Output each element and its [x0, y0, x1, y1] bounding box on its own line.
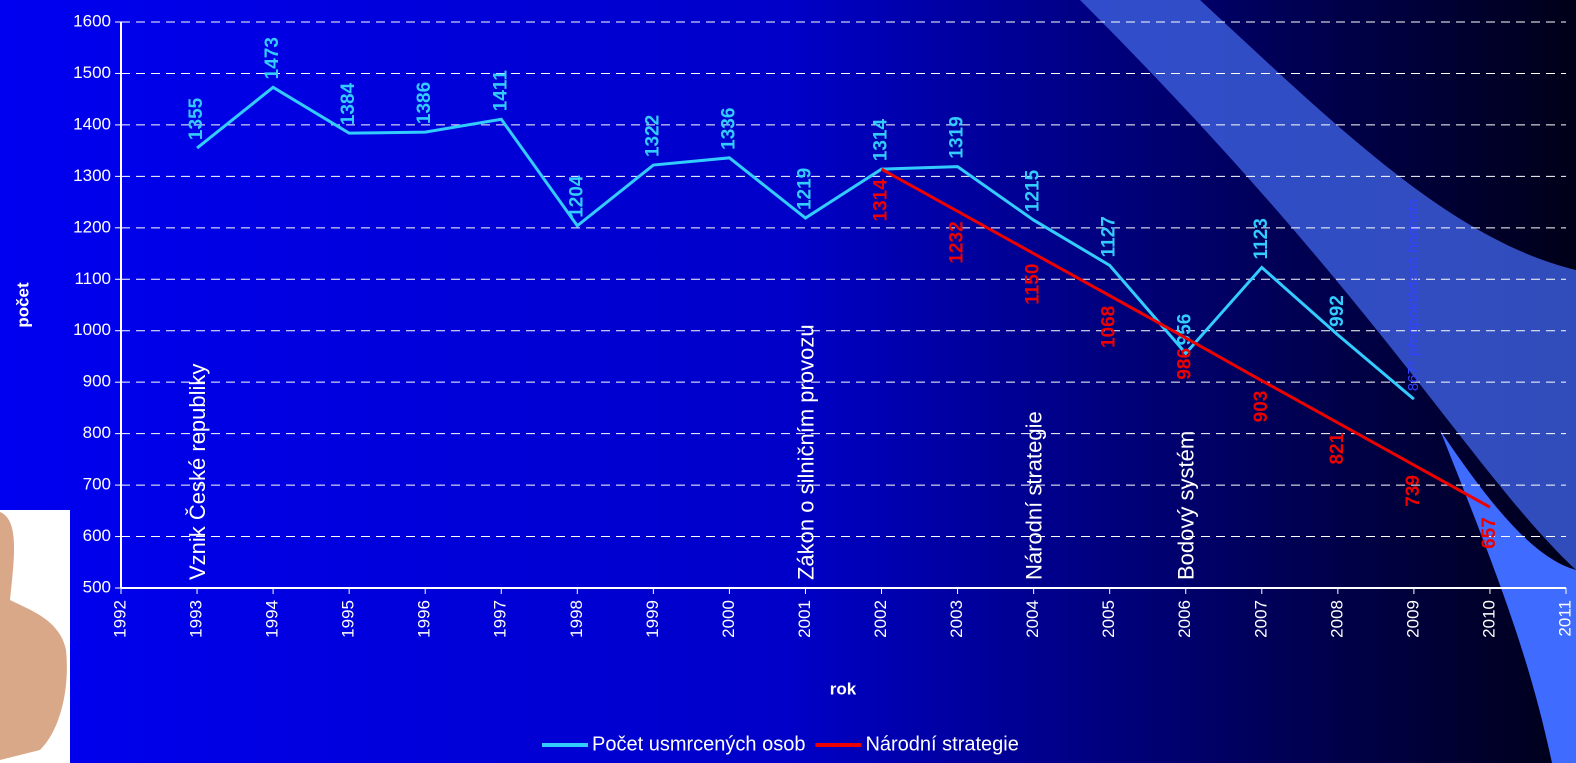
- data-label: 992: [1327, 295, 1348, 327]
- data-label: 1219: [794, 168, 815, 210]
- y-tick-label: 1200: [73, 217, 111, 236]
- x-tick-label: 2008: [1327, 600, 1346, 638]
- data-label: 1150: [1023, 264, 1044, 305]
- x-tick-label: 2002: [871, 600, 890, 638]
- data-label: 1322: [642, 115, 663, 157]
- x-tick-label: 1998: [567, 600, 586, 638]
- x-tick-label: 2005: [1099, 600, 1118, 638]
- x-tick-label: 2000: [719, 600, 738, 638]
- data-label: 821: [1327, 432, 1348, 464]
- y-tick-label: 1400: [73, 114, 111, 133]
- annotation: Národní strategie: [1021, 411, 1046, 580]
- data-label: 1355: [186, 97, 207, 140]
- data-label: 739: [1403, 475, 1424, 507]
- y-tick-label: 1000: [73, 320, 111, 339]
- x-tick-label: 1992: [110, 600, 129, 638]
- data-label: 1411: [490, 70, 511, 112]
- photo: [0, 510, 70, 763]
- x-tick-label: 2001: [795, 600, 814, 638]
- data-label: 1204: [566, 175, 587, 218]
- x-tick-label: 2010: [1479, 600, 1498, 638]
- x-tick-label: 1999: [643, 600, 662, 638]
- annotation: Bodový systém: [1174, 431, 1199, 580]
- data-label: 1386: [414, 82, 435, 124]
- data-label: 1336: [718, 108, 739, 150]
- legend-label: Počet usmrcených osob: [592, 733, 805, 755]
- x-tick-label: 1995: [339, 600, 358, 638]
- y-tick-label: 900: [83, 372, 111, 391]
- y-tick-label: 1100: [74, 269, 111, 288]
- data-label: 657: [1479, 517, 1500, 549]
- x-axis-label: rok: [830, 679, 857, 698]
- data-label: 1127: [1099, 216, 1120, 257]
- data-label: 1314: [871, 179, 892, 222]
- x-tick-label: 2003: [947, 600, 966, 638]
- x-tick-label: 2007: [1251, 600, 1270, 638]
- y-tick-label: 700: [83, 475, 111, 494]
- x-tick-label: 1994: [263, 600, 282, 638]
- data-label: 986: [1175, 348, 1196, 380]
- y-axis-label: počet: [13, 282, 32, 328]
- y-tick-label: 600: [83, 526, 111, 545]
- x-tick-label: 1993: [187, 600, 206, 638]
- x-tick-label: 2006: [1175, 600, 1194, 638]
- y-tick-label: 500: [83, 577, 111, 596]
- y-tick-label: 1300: [73, 166, 111, 185]
- background: [0, 0, 1576, 763]
- data-label: 1232: [947, 221, 968, 263]
- y-tick-label: 800: [83, 423, 111, 442]
- data-label: 1319: [947, 116, 968, 158]
- data-label: 1068: [1099, 306, 1120, 348]
- y-tick-label: 1600: [73, 11, 111, 30]
- x-tick-label: 1996: [415, 600, 434, 638]
- x-tick-label: 2009: [1403, 600, 1422, 638]
- x-tick-label: 2011: [1555, 600, 1574, 637]
- y-tick-label: 1500: [73, 63, 111, 82]
- data-label: 867* předpokládaná hodnota: [1405, 198, 1422, 391]
- data-label: 1314: [871, 118, 892, 161]
- annotation: Vznik České republiky: [185, 364, 210, 580]
- data-label: 1473: [262, 37, 283, 79]
- x-tick-label: 2004: [1023, 600, 1042, 638]
- data-label: 1215: [1023, 169, 1044, 212]
- x-tick-label: 1997: [491, 600, 510, 638]
- annotation: Zákon o silničním provozu: [793, 324, 818, 580]
- legend-label: Národní strategie: [865, 733, 1018, 755]
- data-label: 903: [1251, 391, 1272, 423]
- data-label: 1384: [338, 82, 359, 125]
- chart: počet rok 500 600 700 800 900 1000 1100 1200 130…: [0, 0, 1576, 763]
- data-label: 1123: [1251, 218, 1272, 259]
